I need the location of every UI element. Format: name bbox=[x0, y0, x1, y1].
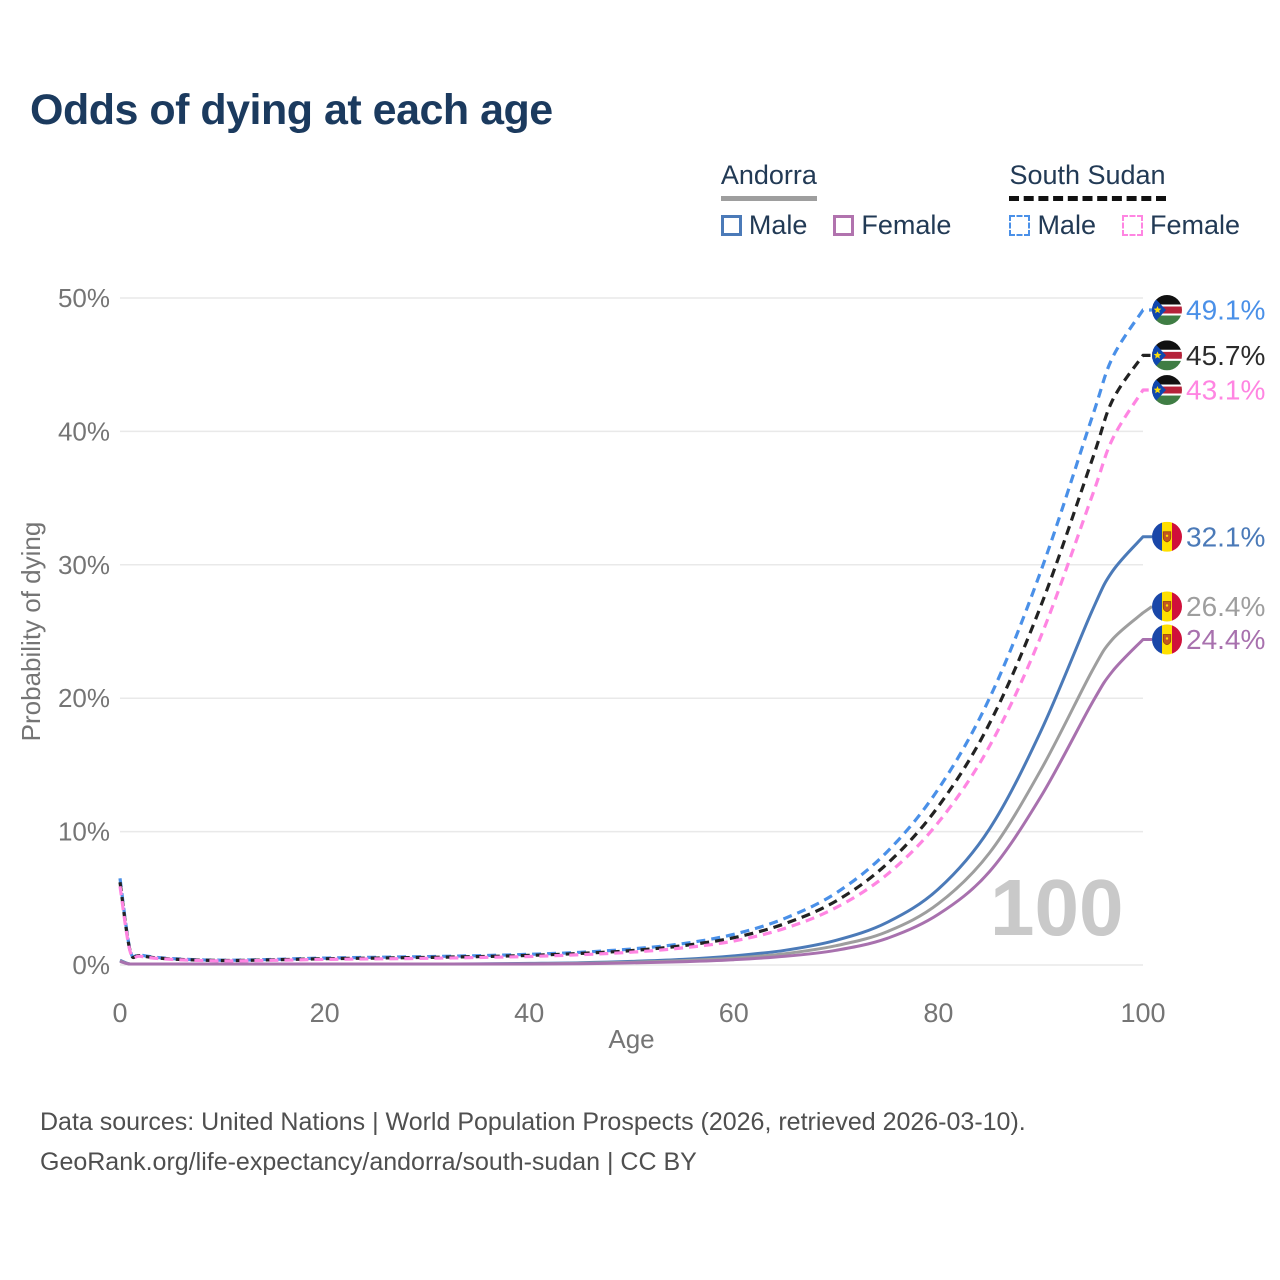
x-tick-label: 100 bbox=[1120, 998, 1165, 1028]
legend-item-andorra-male[interactable]: Male bbox=[720, 210, 808, 241]
series-line-south-sudan-female[interactable] bbox=[118, 388, 1152, 963]
legend-item-label: Female bbox=[861, 210, 952, 240]
legend-item-south-sudan-female[interactable]: Female bbox=[1121, 210, 1240, 241]
y-tick-label: 20% bbox=[58, 683, 110, 713]
south-sudan-flag-icon bbox=[1152, 295, 1182, 326]
end-value-label-south-sudan-female: 43.1% bbox=[1186, 375, 1265, 406]
source-url-text: GeoRank.org/life-expectancy/andorra/sout… bbox=[40, 1148, 697, 1176]
andorra-flag-icon bbox=[1152, 591, 1182, 622]
legend-group-andorra: Andorra Male Female bbox=[720, 160, 951, 241]
y-axis-title: Probability of dying bbox=[16, 522, 46, 742]
y-tick-label: 40% bbox=[58, 416, 110, 446]
end-value-label-south-sudan-male: 49.1% bbox=[1186, 295, 1265, 326]
legend-item-andorra-female[interactable]: Female bbox=[833, 210, 951, 241]
end-value-label-andorra-female: 24.4% bbox=[1186, 624, 1265, 655]
series-line-andorra-female[interactable] bbox=[119, 638, 1152, 966]
x-tick-label: 20 bbox=[310, 998, 340, 1028]
y-tick-label: 50% bbox=[58, 283, 110, 313]
legend-line-sample-andorra bbox=[720, 196, 817, 201]
x-tick-label: 40 bbox=[514, 998, 544, 1028]
female-dashed-line-swatch-icon bbox=[1121, 215, 1143, 236]
y-tick-label: 30% bbox=[58, 550, 110, 580]
male-line-swatch-icon bbox=[720, 215, 742, 236]
x-tick-label: 80 bbox=[923, 998, 953, 1028]
legend-country-label-andorra: Andorra bbox=[720, 160, 817, 190]
legend-item-label: Male bbox=[748, 210, 808, 240]
legend-item-label: Female bbox=[1149, 210, 1240, 240]
x-tick-label: 60 bbox=[719, 998, 749, 1028]
x-axis-title: Age bbox=[608, 1024, 654, 1054]
south-sudan-flag-icon bbox=[1152, 375, 1182, 406]
y-tick-label: 10% bbox=[58, 817, 110, 847]
legend-item-south-sudan-male[interactable]: Male bbox=[1009, 210, 1096, 241]
legend-group-south-sudan: South Sudan Male Female bbox=[1009, 160, 1240, 241]
south-sudan-flag-icon bbox=[1152, 340, 1182, 371]
female-line-swatch-icon bbox=[833, 215, 855, 236]
data-sources-text: Data sources: United Nations | World Pop… bbox=[40, 1108, 1026, 1136]
end-value-label-andorra-male: 32.1% bbox=[1186, 521, 1265, 552]
chart-legend: Andorra Male Female South Sudan Male bbox=[720, 160, 1240, 241]
legend-country-label-south-sudan: South Sudan bbox=[1009, 160, 1166, 190]
age-watermark: 100 bbox=[990, 863, 1124, 952]
andorra-flag-icon bbox=[1152, 624, 1182, 655]
end-value-label-south-sudan-both-sexes: 45.7% bbox=[1186, 340, 1265, 371]
page-title: Odds of dying at each age bbox=[30, 86, 553, 134]
chart-footer: Data sources: United Nations | World Pop… bbox=[40, 1102, 1026, 1182]
male-dashed-line-swatch-icon bbox=[1009, 215, 1031, 236]
x-tick-label: 0 bbox=[112, 998, 127, 1028]
legend-line-sample-south-sudan bbox=[1009, 196, 1166, 201]
andorra-flag-icon bbox=[1152, 521, 1182, 552]
legend-item-label: Male bbox=[1037, 210, 1096, 240]
y-tick-label: 0% bbox=[72, 950, 110, 980]
end-value-label-andorra-both-sexes: 26.4% bbox=[1186, 591, 1265, 622]
